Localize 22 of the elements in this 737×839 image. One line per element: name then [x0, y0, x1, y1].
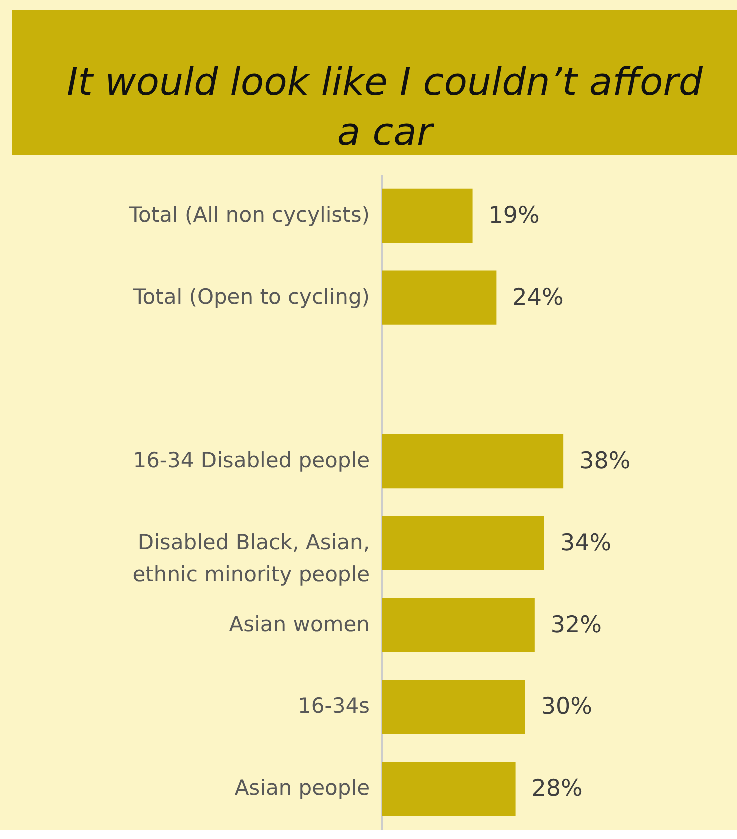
y-tick-label: Disabled Black, Asian, ethnic minority people: [132, 530, 370, 586]
data-label: 24%: [512, 284, 564, 311]
bar: [382, 598, 535, 652]
y-tick-label: 16-34 Disabled people: [133, 448, 370, 473]
data-label: 28%: [532, 776, 583, 802]
chart-title: It would look like I couldn’t afford a car: [66, 60, 704, 154]
bar: [382, 516, 544, 570]
y-tick-label: Total (All non cycylists): [128, 202, 370, 227]
y-tick-label: 16-34s: [298, 694, 370, 718]
data-label: 19%: [488, 202, 540, 229]
bar: [382, 270, 497, 325]
y-tick-label: Total (Open to cycling): [132, 284, 370, 309]
y-tick-label: Asian women: [229, 612, 370, 636]
bar: [382, 762, 516, 816]
bar: [382, 434, 564, 489]
bar: [382, 680, 526, 734]
data-label: 34%: [560, 530, 612, 556]
data-label: 30%: [541, 694, 592, 720]
data-label: 38%: [580, 448, 631, 475]
y-tick-label: Asian people: [234, 776, 370, 800]
bar: [382, 188, 473, 243]
data-label: 32%: [550, 612, 602, 638]
